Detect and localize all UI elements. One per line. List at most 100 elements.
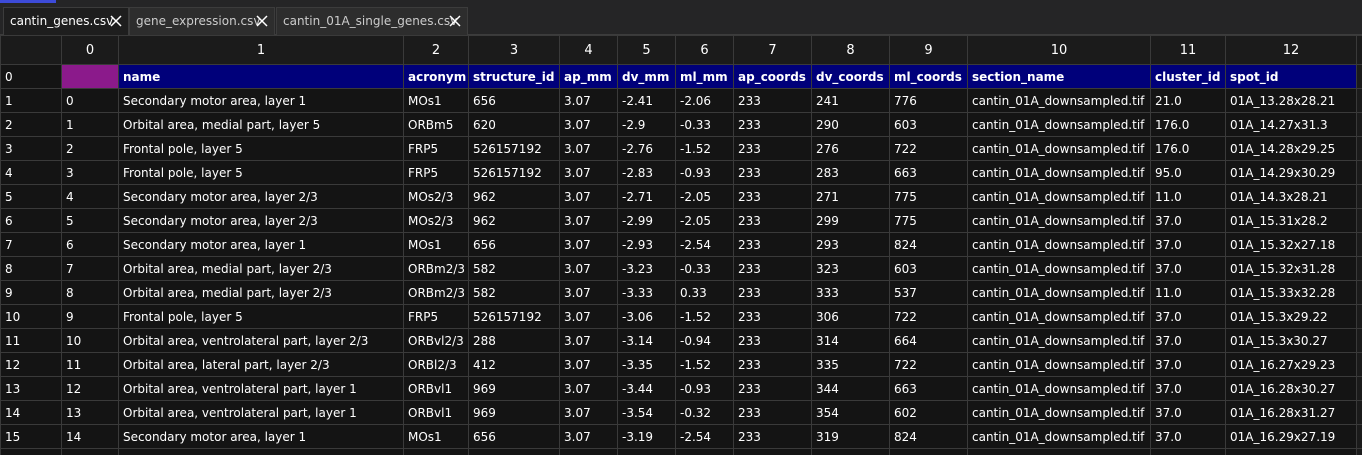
table-row[interactable]: 7 6 Secondary motor area, layer 1 MOs1 656 3.… (0, 232, 1362, 257)
data-cell[interactable]: ORBm2/3 (403, 256, 469, 281)
data-cell[interactable]: 21.0 (1150, 88, 1226, 113)
column-index-cell[interactable]: 3 (468, 35, 560, 65)
table-row[interactable]: 6 5 Secondary motor area, layer 2/3 MOs2/3 9… (0, 208, 1362, 233)
data-cell[interactable]: 01A_16.27x29.23 (1225, 352, 1357, 377)
index-header-cell[interactable] (61, 64, 119, 89)
data-cell[interactable]: 276 (811, 136, 890, 161)
column-header-cell[interactable]: dv_mm (617, 64, 676, 89)
data-cell[interactable]: 01A_16.28x31.27 (1225, 400, 1357, 425)
data-cell[interactable]: 176.0 (1150, 136, 1226, 161)
data-cell[interactable]: 11.0 (1150, 280, 1226, 305)
data-cell[interactable]: 969 (468, 376, 560, 401)
data-cell[interactable]: cantin_01A_downsampled.tif (967, 280, 1151, 305)
data-cell[interactable]: ORBm2/3 (403, 280, 469, 305)
data-cell[interactable]: 01A_15.32x27.18 (1225, 232, 1357, 257)
data-cell[interactable]: 722 (889, 304, 968, 329)
data-cell[interactable]: Orbital area, ventrolateral part, layer … (118, 328, 404, 353)
data-cell[interactable]: FRP5 (403, 304, 469, 329)
row-index-cell[interactable]: 8 (0, 256, 62, 281)
data-cell[interactable]: 233 (733, 400, 812, 425)
data-cell[interactable]: Orbital area, ventrolateral part, layer … (118, 400, 404, 425)
data-cell[interactable]: 01A_16.28x30.27 (1225, 376, 1357, 401)
data-cell[interactable]: 335 (811, 352, 890, 377)
data-cell[interactable]: 233 (733, 328, 812, 353)
data-cell[interactable]: 9 (61, 304, 119, 329)
data-cell[interactable]: 233 (733, 280, 812, 305)
data-cell[interactable]: cantin_01A_downsampled.tif (967, 400, 1151, 425)
data-cell[interactable]: Orbital area, medial part, layer 5 (118, 112, 404, 137)
data-cell[interactable]: cantin_01A_downsampled.tif (967, 304, 1151, 329)
table-row[interactable]: 15 14 Secondary motor area, layer 1 MOs1 656… (0, 424, 1362, 449)
data-cell[interactable]: 37.0 (1150, 208, 1226, 233)
tab-gene-expression[interactable]: gene_expression.csv (129, 7, 275, 35)
row-index-cell[interactable]: 6 (0, 208, 62, 233)
data-cell[interactable]: 233 (733, 184, 812, 209)
data-cell[interactable]: 824 (889, 232, 968, 257)
data-cell[interactable]: 582 (468, 256, 560, 281)
row-index-cell[interactable]: 3 (0, 136, 62, 161)
tab-cantin-01a-single-genes[interactable]: cantin_01A_single_genes.csv (276, 7, 468, 35)
data-cell[interactable]: 775 (889, 184, 968, 209)
data-cell[interactable]: -3.23 (617, 256, 676, 281)
data-cell[interactable]: ORBvl2/3 (403, 328, 469, 353)
data-cell[interactable]: Frontal pole, layer 5 (118, 160, 404, 185)
column-index-cell[interactable]: 4 (559, 35, 618, 65)
data-cell[interactable]: 233 (733, 112, 812, 137)
data-cell[interactable]: Orbital area, ventrolateral part, layer … (118, 376, 404, 401)
data-cell[interactable]: 3.07 (559, 304, 618, 329)
data-cell[interactable]: 775 (889, 208, 968, 233)
data-cell[interactable]: 722 (889, 136, 968, 161)
data-cell[interactable]: 01A_15.31x28.2 (1225, 208, 1357, 233)
data-cell[interactable]: Secondary motor area, layer 1 (118, 88, 404, 113)
data-cell[interactable]: 37.0 (1150, 304, 1226, 329)
data-cell[interactable]: 01A_14.3x28.21 (1225, 184, 1357, 209)
data-cell[interactable]: cantin_01A_downsampled.tif (967, 160, 1151, 185)
row-index-cell[interactable]: 15 (0, 424, 62, 449)
row-index-cell[interactable]: 10 (0, 304, 62, 329)
row-index-cell[interactable]: 2 (0, 112, 62, 137)
data-cell[interactable]: 526157192 (468, 160, 560, 185)
data-cell[interactable]: cantin_01A_downsampled.tif (967, 256, 1151, 281)
data-cell[interactable]: -3.44 (617, 376, 676, 401)
data-cell[interactable]: 293 (811, 232, 890, 257)
data-cell[interactable]: 582 (468, 280, 560, 305)
data-cell[interactable]: Frontal pole, layer 5 (118, 304, 404, 329)
row-index-cell[interactable]: 4 (0, 160, 62, 185)
data-cell[interactable]: 233 (733, 208, 812, 233)
data-cell[interactable]: cantin_01A_downsampled.tif (967, 376, 1151, 401)
data-cell[interactable]: 233 (733, 376, 812, 401)
data-cell[interactable]: -0.93 (675, 376, 734, 401)
data-cell[interactable]: MOs2/3 (403, 184, 469, 209)
data-cell[interactable]: 3.07 (559, 256, 618, 281)
column-index-cell[interactable]: 12 (1225, 35, 1357, 65)
data-cell[interactable]: 299 (811, 208, 890, 233)
data-cell[interactable]: 306 (811, 304, 890, 329)
data-cell[interactable]: 962 (468, 208, 560, 233)
data-cell[interactable]: -3.54 (617, 400, 676, 425)
column-header-cell[interactable]: ap_mm (559, 64, 618, 89)
row-index-cell[interactable]: 7 (0, 232, 62, 257)
data-cell[interactable]: 5 (61, 208, 119, 233)
data-cell[interactable]: -3.33 (617, 280, 676, 305)
data-cell[interactable]: 0 (61, 88, 119, 113)
column-index-cell[interactable]: 5 (617, 35, 676, 65)
table-row[interactable]: 9 8 Orbital area, medial part, layer 2/3 OR… (0, 280, 1362, 305)
data-cell[interactable]: 233 (733, 256, 812, 281)
data-cell[interactable]: 233 (733, 160, 812, 185)
data-cell[interactable]: 01A_13.28x28.21 (1225, 88, 1357, 113)
data-cell[interactable]: 3.07 (559, 160, 618, 185)
data-cell[interactable]: 824 (889, 424, 968, 449)
data-cell[interactable]: 333 (811, 280, 890, 305)
data-cell[interactable]: 3.07 (559, 400, 618, 425)
data-cell[interactable]: -2.76 (617, 136, 676, 161)
data-cell[interactable]: -1.52 (675, 352, 734, 377)
data-cell[interactable]: Secondary motor area, layer 1 (118, 232, 404, 257)
column-index-cell[interactable]: 6 (675, 35, 734, 65)
data-cell[interactable]: 3 (61, 160, 119, 185)
data-cell[interactable]: cantin_01A_downsampled.tif (967, 184, 1151, 209)
data-cell[interactable]: 314 (811, 328, 890, 353)
data-cell[interactable]: 664 (889, 328, 968, 353)
data-cell[interactable]: -0.93 (675, 160, 734, 185)
data-cell[interactable]: -0.33 (675, 112, 734, 137)
data-cell[interactable]: Orbital area, medial part, layer 2/3 (118, 280, 404, 305)
